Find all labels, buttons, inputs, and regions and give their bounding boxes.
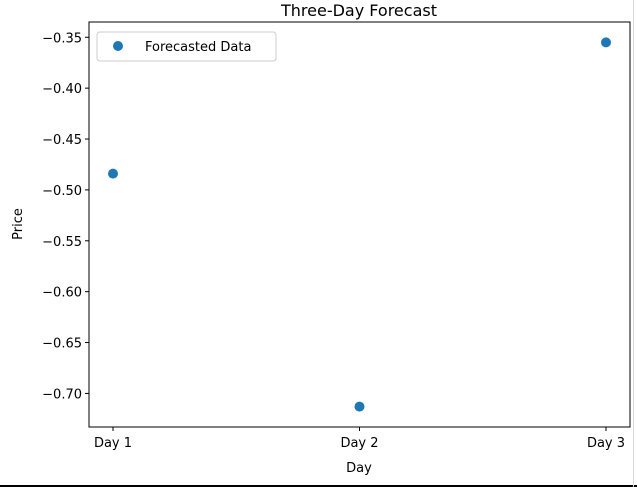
data-point xyxy=(601,37,611,48)
y-tick-label: −0.35 xyxy=(42,31,82,46)
chart-title: Three-Day Forecast xyxy=(280,1,437,20)
y-tick-label: −0.50 xyxy=(42,184,82,199)
right-border xyxy=(633,0,634,487)
legend-marker xyxy=(113,41,123,51)
x-axis-label: Day xyxy=(346,461,372,476)
bottom-border xyxy=(0,485,637,487)
legend: Forecasted Data xyxy=(96,31,277,62)
legend-label: Forecasted Data xyxy=(145,40,251,55)
plot-area xyxy=(88,21,631,428)
data-point xyxy=(108,168,118,179)
legend-box xyxy=(96,31,277,62)
y-tick-label: −0.40 xyxy=(42,82,82,97)
y-tick-label: −0.55 xyxy=(42,235,82,250)
y-axis-label: Price xyxy=(11,208,26,240)
data-point xyxy=(354,401,365,412)
x-tick-label: Day 1 xyxy=(94,436,132,451)
x-tick-label: Day 2 xyxy=(340,436,378,451)
y-axis: −0.35 −0.40 −0.45 −0.50 −0.55 −0.60 −0.65 −0.70 xyxy=(42,31,89,402)
y-tick-label: −0.60 xyxy=(42,286,82,301)
data-points xyxy=(108,37,611,412)
y-tick-label: −0.45 xyxy=(42,133,82,148)
x-tick-label: Day 3 xyxy=(587,436,625,451)
y-tick-label: −0.65 xyxy=(42,337,82,352)
y-tick-label: −0.70 xyxy=(42,387,82,402)
x-axis: Day 1 Day 2 Day 3 xyxy=(94,427,625,451)
